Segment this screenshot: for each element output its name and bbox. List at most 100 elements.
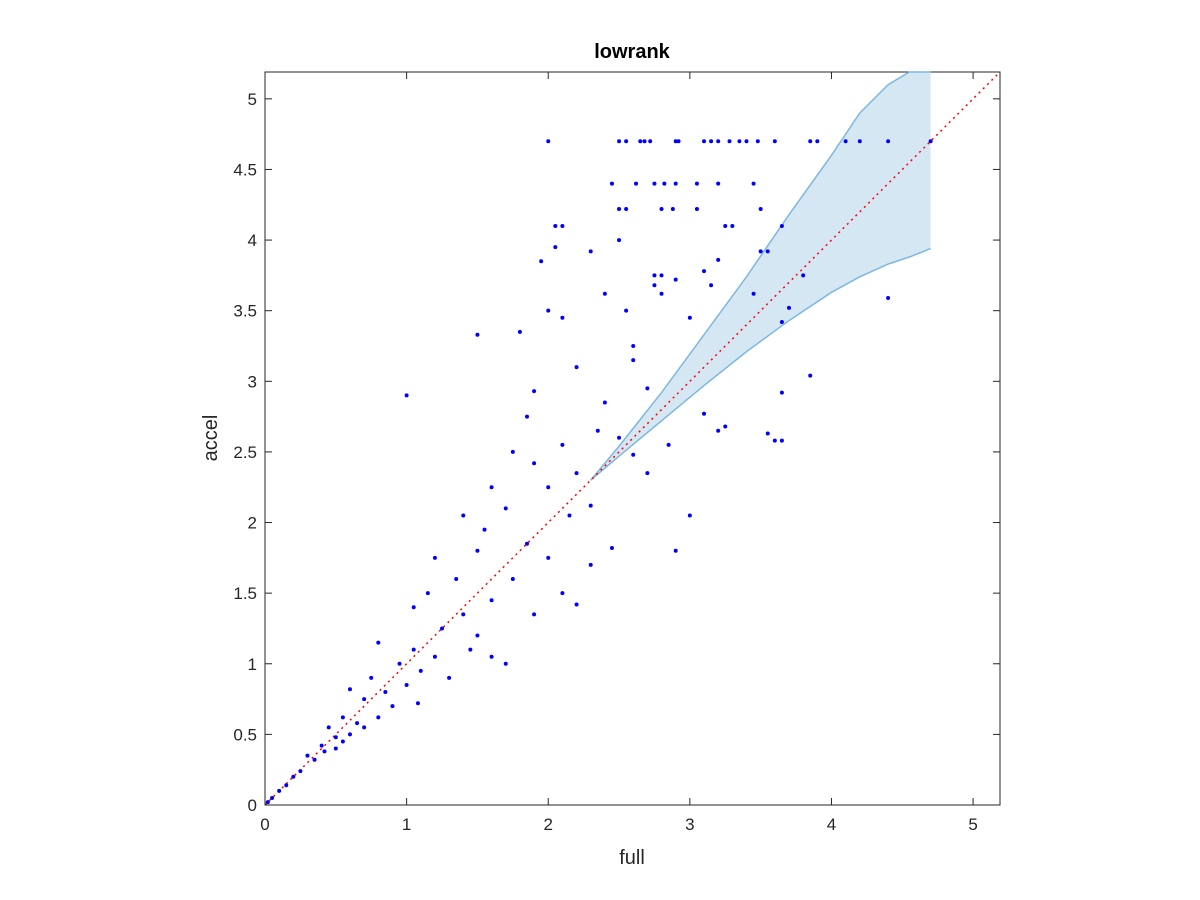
data-point bbox=[588, 249, 593, 254]
data-point bbox=[397, 661, 402, 666]
data-point bbox=[524, 541, 529, 546]
data-point bbox=[702, 411, 707, 416]
data-point bbox=[702, 269, 707, 274]
data-point bbox=[765, 431, 770, 436]
data-point bbox=[383, 690, 388, 695]
data-point bbox=[624, 206, 629, 211]
data-point bbox=[532, 461, 537, 466]
y-tick-label: 3 bbox=[248, 372, 257, 391]
data-point bbox=[609, 181, 614, 186]
data-point bbox=[475, 548, 480, 553]
data-point bbox=[609, 545, 614, 550]
data-point bbox=[319, 743, 324, 748]
data-point bbox=[461, 513, 466, 518]
data-point bbox=[779, 319, 784, 324]
data-point bbox=[673, 277, 678, 282]
data-point bbox=[716, 257, 721, 262]
band-fill bbox=[590, 72, 931, 481]
data-point bbox=[376, 715, 381, 720]
data-point bbox=[404, 682, 409, 687]
data-point bbox=[546, 308, 551, 313]
data-point bbox=[673, 181, 678, 186]
data-point bbox=[362, 697, 367, 702]
points-layer bbox=[265, 139, 933, 805]
data-point bbox=[758, 249, 763, 254]
data-point bbox=[553, 245, 558, 250]
data-point bbox=[553, 223, 558, 228]
data-point bbox=[857, 139, 862, 144]
data-point bbox=[617, 435, 622, 440]
data-point bbox=[687, 513, 692, 518]
data-point bbox=[411, 605, 416, 610]
data-point bbox=[588, 562, 593, 567]
data-point bbox=[886, 139, 891, 144]
y-tick-label: 4.5 bbox=[233, 160, 257, 179]
y-tick-label: 1 bbox=[248, 655, 257, 674]
data-point bbox=[532, 612, 537, 617]
data-point bbox=[751, 291, 756, 296]
data-point bbox=[390, 704, 395, 709]
band-lower-edge bbox=[590, 247, 931, 481]
data-point bbox=[333, 735, 338, 740]
y-tick-label: 2.5 bbox=[233, 443, 257, 462]
data-point bbox=[928, 139, 933, 144]
data-point bbox=[489, 598, 494, 603]
data-point bbox=[510, 449, 515, 454]
data-point bbox=[347, 687, 352, 692]
x-tick-label: 3 bbox=[685, 815, 694, 834]
data-point bbox=[737, 139, 742, 144]
data-point bbox=[744, 139, 749, 144]
data-point bbox=[624, 139, 629, 144]
data-point bbox=[624, 308, 629, 313]
data-point bbox=[326, 725, 331, 730]
data-point bbox=[560, 315, 565, 320]
band-upper-edge bbox=[590, 71, 931, 481]
data-point bbox=[638, 139, 643, 144]
data-point bbox=[425, 591, 430, 596]
data-point bbox=[801, 273, 806, 278]
data-point bbox=[617, 139, 622, 144]
data-point bbox=[475, 332, 480, 337]
data-point bbox=[727, 139, 732, 144]
data-point bbox=[347, 732, 352, 737]
data-point bbox=[843, 139, 848, 144]
data-point bbox=[284, 783, 289, 788]
data-point bbox=[751, 181, 756, 186]
data-point bbox=[574, 471, 579, 476]
data-point bbox=[355, 721, 360, 726]
data-point bbox=[411, 647, 416, 652]
data-point bbox=[779, 223, 784, 228]
data-point bbox=[808, 139, 813, 144]
data-point bbox=[291, 774, 296, 779]
x-axis-label: full bbox=[619, 847, 645, 869]
chart-title: lowrank bbox=[594, 41, 670, 63]
data-point bbox=[645, 386, 650, 391]
x-tick-label: 4 bbox=[827, 815, 836, 834]
data-point bbox=[772, 438, 777, 443]
x-tick-label: 2 bbox=[544, 815, 553, 834]
data-point bbox=[468, 647, 473, 652]
x-tick-label: 1 bbox=[402, 815, 411, 834]
data-point bbox=[475, 633, 480, 638]
data-point bbox=[489, 485, 494, 490]
y-tick-label: 3.5 bbox=[233, 302, 257, 321]
data-point bbox=[666, 442, 671, 447]
data-point bbox=[369, 675, 374, 680]
data-point bbox=[652, 273, 657, 278]
data-point bbox=[415, 701, 420, 706]
data-point bbox=[546, 139, 551, 144]
data-point bbox=[676, 139, 681, 144]
y-tick-label: 1.5 bbox=[233, 584, 257, 603]
data-point bbox=[376, 640, 381, 645]
data-point bbox=[779, 438, 784, 443]
data-point bbox=[362, 725, 367, 730]
data-point bbox=[305, 753, 310, 758]
data-point bbox=[270, 795, 275, 800]
reference-line-layer bbox=[264, 71, 1001, 806]
data-point bbox=[779, 390, 784, 395]
data-point bbox=[265, 800, 270, 805]
data-point bbox=[277, 788, 282, 793]
data-point bbox=[489, 654, 494, 659]
data-point bbox=[716, 181, 721, 186]
